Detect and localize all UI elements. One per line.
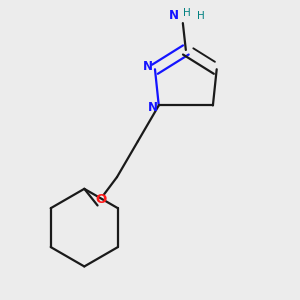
Text: N: N xyxy=(148,101,158,114)
Text: H: H xyxy=(197,11,205,21)
Text: O: O xyxy=(95,193,106,206)
Text: N: N xyxy=(169,9,179,22)
Text: H: H xyxy=(184,8,191,18)
Text: N: N xyxy=(142,60,152,74)
